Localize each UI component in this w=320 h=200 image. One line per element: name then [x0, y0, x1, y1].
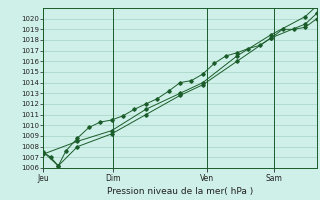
X-axis label: Pression niveau de la mer( hPa ): Pression niveau de la mer( hPa ) [107, 187, 253, 196]
